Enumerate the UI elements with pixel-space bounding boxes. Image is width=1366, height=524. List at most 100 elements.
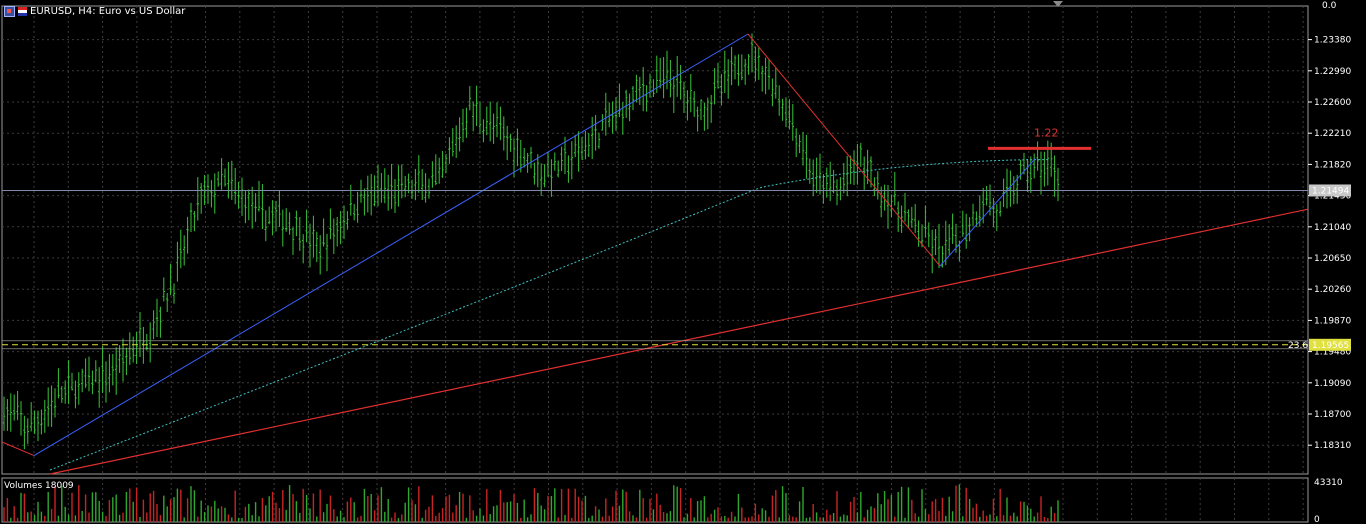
candle (631, 85, 635, 111)
candle (492, 113, 495, 144)
candle (495, 102, 499, 138)
candle (268, 206, 271, 225)
candle (886, 185, 890, 229)
price-axis-label: 1.22600 (1314, 98, 1351, 108)
candle (472, 101, 475, 132)
candle (618, 83, 621, 118)
candle (625, 89, 628, 118)
candle (237, 181, 240, 209)
candle (648, 73, 652, 98)
candle (890, 194, 893, 218)
candle (227, 162, 230, 199)
candle (638, 76, 641, 105)
candle (529, 146, 533, 169)
candle (825, 167, 828, 198)
candle (312, 215, 315, 258)
candle (261, 184, 264, 230)
candle (863, 156, 866, 190)
candle (852, 150, 856, 185)
candle (672, 76, 675, 114)
candle (91, 370, 94, 395)
candle (580, 137, 584, 160)
candle (179, 229, 182, 269)
candle (506, 125, 509, 161)
candle (849, 155, 852, 185)
candle (1029, 156, 1032, 194)
candle (512, 138, 516, 178)
candle (421, 169, 424, 201)
candle (577, 131, 580, 172)
candle (880, 186, 883, 218)
candle (533, 162, 536, 185)
candle (645, 85, 648, 112)
candle (84, 358, 87, 388)
candle (951, 213, 954, 244)
candle (587, 133, 590, 158)
candle (1009, 170, 1012, 207)
candle (234, 167, 237, 205)
candle (36, 410, 40, 442)
candle (288, 212, 291, 235)
candle (604, 92, 607, 136)
candle (693, 91, 696, 117)
candle (172, 283, 176, 304)
candle (832, 169, 835, 194)
price-axis-label: 1.21820 (1314, 160, 1351, 170)
candle (540, 163, 543, 196)
candle (920, 224, 924, 248)
candle (111, 353, 114, 386)
candle (948, 224, 951, 255)
candle (1002, 178, 1005, 208)
candle (1005, 168, 1009, 209)
candle (336, 216, 339, 247)
candle (74, 380, 77, 409)
candle (655, 55, 658, 93)
candle (50, 385, 53, 427)
candle (917, 220, 920, 247)
candle (339, 210, 342, 245)
candle (1056, 167, 1060, 202)
candle (696, 106, 699, 132)
candle (424, 173, 427, 203)
trendline[interactable] (49, 208, 1309, 475)
candle (468, 86, 471, 111)
candle (138, 312, 142, 357)
price-axis-label: 1.21040 (1314, 223, 1351, 233)
chart-shift-marker-icon[interactable] (1053, 1, 1063, 7)
candle (662, 57, 665, 99)
candle (968, 217, 971, 242)
candle (70, 372, 74, 391)
candle (53, 388, 57, 418)
price-axis-label: 1.18310 (1314, 441, 1351, 451)
price-axis-label: 1.22990 (1314, 67, 1351, 77)
candle (142, 326, 145, 364)
candle (767, 59, 771, 90)
volume-indicator-label: Volumes 18009 (4, 481, 74, 491)
candle (557, 160, 560, 178)
candle (346, 211, 349, 230)
candle (19, 401, 23, 436)
candle (910, 206, 913, 228)
chart-title-bar: EURUSD, H4: Euro vs US Dollar (4, 4, 185, 18)
zigzag-segment (33, 33, 749, 457)
candle (98, 367, 101, 408)
candle (451, 128, 454, 157)
candle (1053, 155, 1056, 197)
candle (601, 114, 604, 131)
candle (244, 191, 247, 224)
level-annotation-text: 1.22 (1034, 126, 1059, 139)
candle (778, 85, 781, 116)
candle (104, 361, 108, 403)
candle (6, 399, 9, 431)
candle (410, 179, 414, 199)
candle (223, 168, 227, 187)
candle (434, 154, 437, 186)
candle (805, 134, 808, 179)
candle (713, 68, 716, 105)
candle (217, 171, 220, 187)
candle (176, 241, 179, 282)
candle (77, 372, 80, 405)
candle (278, 191, 281, 227)
